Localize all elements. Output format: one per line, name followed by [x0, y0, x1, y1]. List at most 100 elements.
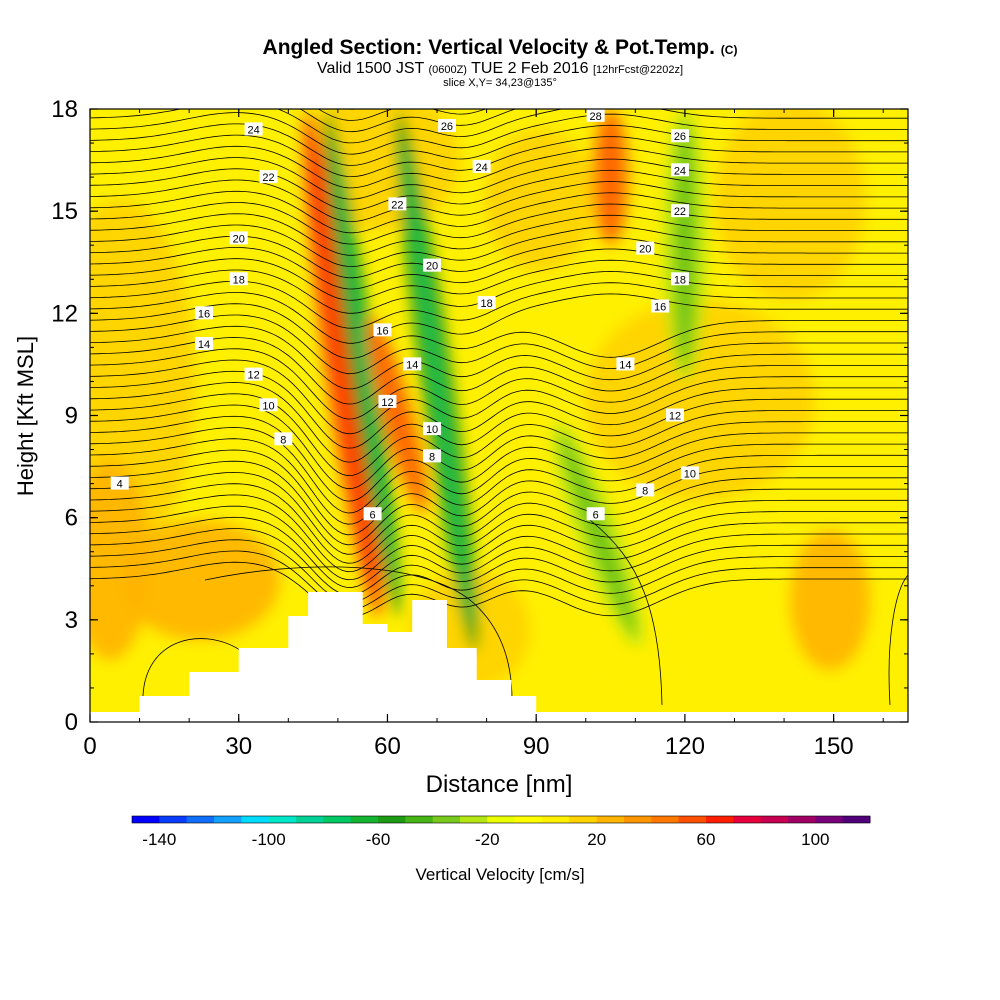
colorbar-swatch [186, 816, 215, 823]
isentrope-line [90, 224, 908, 267]
contour-label: 20 [229, 231, 248, 245]
svg-text:22: 22 [391, 199, 403, 211]
isentrope-line [90, 134, 908, 178]
colorbar-frame [131, 815, 871, 824]
contour-label: 16 [195, 306, 214, 320]
isentrope-line [90, 382, 908, 463]
isentrope-line [90, 449, 908, 536]
contour-label: 18 [229, 272, 248, 286]
contour-label: 18 [670, 272, 689, 286]
colorbar-label: Vertical Velocity [cm/s] [415, 865, 584, 884]
svg-text:20: 20 [639, 244, 651, 256]
isentrope-line [90, 145, 908, 189]
contour-label: 6 [586, 507, 605, 521]
svg-text:24: 24 [674, 165, 686, 177]
chart-title: Angled Section: Vertical Velocity & Pot.… [262, 36, 738, 59]
isentrope-line [90, 370, 908, 449]
terrain-profile [90, 592, 908, 722]
svg-text:8: 8 [280, 434, 286, 446]
svg-text:26: 26 [674, 131, 686, 143]
svg-text:20: 20 [233, 233, 245, 245]
x-tick-label: 60 [374, 733, 401, 760]
velocity-feature-core [309, 136, 376, 593]
svg-text:6: 6 [370, 509, 376, 521]
y-tick-label: 9 [65, 403, 78, 430]
contour-label: 10 [259, 398, 278, 412]
isentrope-line [90, 235, 908, 279]
contour-label: 8 [636, 483, 655, 497]
isentrope-line [299, 109, 517, 133]
x-tick-label: 150 [814, 733, 854, 760]
isentrope-line [589, 519, 663, 706]
isentrope-line [90, 157, 908, 200]
svg-text:22: 22 [262, 172, 274, 184]
isentrope-line [90, 505, 908, 581]
svg-text:18: 18 [480, 298, 492, 310]
colorbar-swatch [132, 816, 160, 823]
y-tick-label: 12 [51, 300, 78, 327]
contour-label: 24 [244, 122, 263, 136]
isentrope-line [90, 539, 908, 603]
contour-label: 12 [665, 408, 684, 423]
isentrope-line [90, 190, 908, 234]
y-tick-label: 15 [51, 198, 78, 225]
contour-label: 24 [472, 159, 491, 174]
contour-label: 14 [403, 357, 422, 371]
svg-text:18: 18 [674, 274, 686, 286]
contour-label: 18 [477, 296, 496, 310]
isentrope-line [204, 566, 513, 701]
velocity-feature-core [330, 136, 396, 593]
svg-text:8: 8 [642, 485, 648, 497]
contour-label: 22 [388, 197, 407, 211]
colorbar-swatch [678, 816, 707, 823]
isentrope-line [90, 348, 908, 420]
isentrope-line [90, 528, 908, 596]
contour-label: 14 [195, 336, 214, 351]
colorbar-tick-label: 20 [587, 830, 606, 849]
contour-label: 10 [680, 466, 699, 480]
colorbar-swatch [842, 816, 871, 823]
svg-text:20: 20 [426, 261, 438, 273]
isentrope-line [90, 168, 908, 211]
velocity-feature-core [675, 122, 695, 368]
svg-text:8: 8 [429, 451, 435, 463]
isentrope-line [90, 123, 908, 166]
colorbar-swatch [214, 816, 242, 823]
y-tick-label: 18 [51, 96, 78, 123]
contour-labels: 24 26 28 26 22 24 24 22 22 20 20 20 18 18 18 16 16 16 14 14… [110, 108, 699, 521]
isentrope-line [90, 337, 908, 405]
isentrope-line [90, 427, 908, 514]
contour-label: 14 [616, 357, 635, 371]
colorbar-swatch [733, 816, 762, 823]
x-tick-label: 90 [523, 733, 550, 760]
isentrope-line [90, 561, 908, 618]
y-axis-label: Height [Kft MSL] [13, 336, 38, 496]
isentrope-line [90, 258, 908, 301]
velocity-feature-core [560, 433, 636, 636]
colorbar-swatch [760, 816, 789, 823]
isentrope-line [90, 460, 908, 546]
colorbar-swatch [460, 816, 488, 823]
svg-text:22: 22 [674, 206, 686, 218]
contour-label: 16 [373, 323, 392, 337]
svg-text:4: 4 [117, 479, 123, 491]
contour-label: 16 [651, 299, 670, 314]
isentrope-line [90, 404, 908, 490]
isentrope-line [90, 179, 908, 223]
colorbar-swatch [268, 816, 297, 823]
svg-text:18: 18 [233, 274, 245, 286]
colorbar-tick-label: -60 [366, 830, 391, 849]
x-axis-label: Distance [nm] [426, 771, 573, 798]
colorbar-swatch [706, 816, 734, 823]
isentrope-line [90, 516, 908, 588]
isentrope-line [344, 109, 359, 110]
svg-text:14: 14 [619, 359, 631, 371]
colorbar-swatch [432, 816, 461, 823]
colorbar-tick-label: 60 [697, 830, 716, 849]
contour-label: 22 [259, 170, 278, 184]
colorbar-swatch [514, 816, 543, 823]
isentrope-line [142, 638, 241, 706]
svg-text:14: 14 [198, 339, 210, 351]
